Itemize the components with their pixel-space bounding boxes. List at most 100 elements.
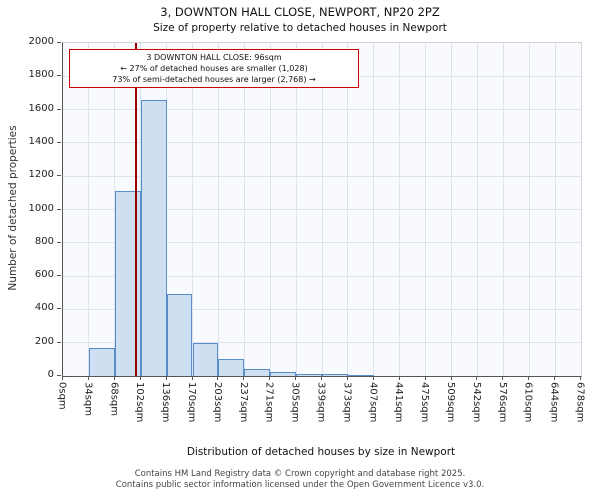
x-tick-label: 102sqm	[134, 382, 146, 423]
x-tick-mark	[528, 376, 530, 380]
x-tick-label: 509sqm	[445, 382, 456, 423]
x-tick-label: 678sqm	[574, 382, 586, 423]
x-tick-mark	[372, 376, 374, 380]
y-tick-mark	[57, 275, 61, 277]
v-gridline	[554, 43, 556, 376]
chart-title: 3, DOWNTON HALL CLOSE, NEWPORT, NP20 2PZ	[160, 5, 440, 19]
x-tick-mark	[87, 376, 89, 380]
x-tick-label: 475sqm	[419, 382, 431, 423]
x-tick-label: 339sqm	[315, 382, 327, 423]
chart-subtitle: Size of property relative to detached ho…	[153, 22, 447, 34]
y-tick-label: 1800	[28, 69, 54, 81]
v-gridline	[321, 43, 323, 376]
x-tick-label: 271sqm	[263, 382, 275, 423]
x-tick-mark	[62, 376, 63, 380]
histogram-bar	[166, 294, 193, 376]
v-gridline	[243, 43, 245, 376]
v-gridline	[451, 43, 452, 376]
x-tick-label: 237sqm	[237, 382, 249, 423]
y-tick-mark	[57, 308, 61, 310]
v-gridline	[269, 43, 271, 376]
y-tick-mark	[57, 108, 61, 110]
x-tick-mark	[502, 376, 504, 380]
y-tick-mark	[57, 75, 61, 77]
plot-area: 3 DOWNTON HALL CLOSE: 96sqm ← 27% of det…	[62, 42, 582, 377]
x-tick-mark	[450, 376, 452, 380]
y-tick-label: 1600	[28, 102, 54, 114]
x-tick-label: 542sqm	[470, 382, 482, 423]
histogram-bar	[244, 369, 271, 376]
x-tick-label: 373sqm	[341, 382, 353, 423]
x-tick-mark	[346, 376, 348, 380]
x-tick-label: 68sqm	[108, 382, 120, 417]
x-tick-label: 644sqm	[548, 382, 560, 423]
v-gridline	[295, 43, 297, 376]
x-tick-label: 170sqm	[186, 382, 197, 423]
v-gridline	[399, 43, 401, 376]
x-tick-label: 305sqm	[289, 382, 301, 423]
v-gridline	[192, 43, 193, 376]
x-axis-label: Distribution of detached houses by size …	[186, 446, 456, 458]
y-tick-mark	[57, 241, 61, 243]
v-gridline	[217, 43, 219, 376]
x-tick-label: 610sqm	[522, 382, 534, 423]
v-gridline	[373, 43, 375, 376]
x-tick-label: 407sqm	[367, 382, 379, 423]
x-tick-label: 441sqm	[393, 382, 405, 423]
y-tick-mark	[57, 141, 61, 143]
v-gridline	[502, 43, 504, 376]
x-tick-mark	[580, 376, 581, 380]
x-tick-mark	[191, 376, 193, 380]
annotation-box: 3 DOWNTON HALL CLOSE: 96sqm ← 27% of det…	[69, 49, 359, 88]
y-tick-label: 200	[34, 335, 54, 347]
x-tick-mark	[295, 376, 297, 380]
annotation-line-2: ← 27% of detached houses are smaller (1,…	[120, 64, 308, 73]
y-tick-mark	[57, 175, 61, 177]
property-size-marker-line	[135, 43, 138, 376]
histogram-bar	[347, 374, 374, 376]
x-tick-mark	[321, 376, 322, 380]
annotation-line-1: 3 DOWNTON HALL CLOSE: 96sqm	[146, 53, 282, 62]
x-tick-mark	[398, 376, 400, 380]
x-tick-label: 0sqm	[56, 382, 68, 410]
x-tick-label: 576sqm	[496, 382, 508, 423]
x-tick-mark	[424, 376, 426, 380]
y-tick-label: 0	[47, 369, 54, 380]
footer-line-2: Contains public sector information licen…	[115, 480, 485, 490]
histogram-bar	[192, 342, 219, 376]
histogram-bar	[218, 359, 245, 376]
x-tick-mark	[113, 376, 115, 380]
x-tick-mark	[476, 376, 478, 380]
y-tick-label: 600	[34, 269, 54, 281]
x-tick-label: 203sqm	[211, 382, 223, 423]
y-tick-label: 800	[34, 235, 54, 247]
y-tick-label: 1200	[28, 169, 54, 181]
x-tick-mark	[217, 376, 219, 380]
x-tick-label: 34sqm	[82, 382, 94, 417]
y-tick-label: 1000	[28, 202, 54, 214]
y-tick-mark	[57, 341, 61, 343]
x-tick-mark	[269, 376, 271, 380]
x-tick-mark	[243, 376, 245, 380]
y-tick-label: 2000	[28, 36, 54, 47]
x-tick-mark	[139, 376, 141, 380]
annotation-line-3: 73% of semi-detached houses are larger (…	[112, 75, 316, 84]
y-tick-label: 1400	[28, 135, 54, 147]
x-tick-mark	[165, 376, 167, 380]
x-tick-label: 136sqm	[160, 382, 172, 423]
histogram-bar	[270, 371, 297, 376]
y-tick-label: 400	[34, 302, 54, 314]
v-gridline	[347, 43, 349, 376]
histogram-bar	[88, 347, 115, 376]
x-tick-mark	[554, 376, 556, 380]
y-tick-mark	[57, 42, 61, 43]
v-gridline	[166, 43, 168, 376]
v-gridline	[425, 43, 427, 376]
y-tick-mark	[57, 208, 61, 210]
histogram-bar	[296, 373, 322, 376]
y-tick-mark	[57, 375, 61, 376]
v-gridline	[88, 43, 90, 376]
v-gridline	[476, 43, 478, 376]
footer-line-1: Contains HM Land Registry data © Crown c…	[134, 469, 466, 479]
